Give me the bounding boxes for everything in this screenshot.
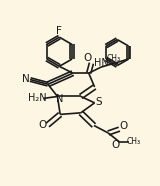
Text: HN: HN: [94, 58, 109, 68]
Text: O: O: [84, 53, 92, 63]
Text: N: N: [56, 94, 63, 104]
Text: S: S: [95, 97, 102, 107]
Text: N: N: [22, 74, 30, 84]
Text: H₂N: H₂N: [28, 93, 47, 103]
Text: O: O: [38, 120, 47, 130]
Text: CH₃: CH₃: [127, 137, 141, 146]
Text: CH₃: CH₃: [107, 54, 121, 63]
Text: F: F: [56, 26, 62, 36]
Text: O: O: [111, 140, 120, 150]
Text: O: O: [120, 121, 128, 131]
